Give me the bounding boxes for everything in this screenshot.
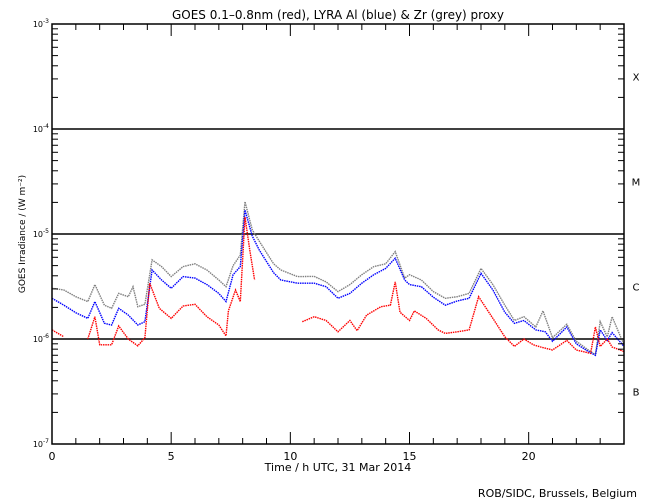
flare-class-label: B (633, 388, 640, 399)
y-tick-label: 10-4 (33, 123, 49, 134)
flare-class-label: M (632, 178, 641, 189)
y-tick-label: 10-7 (33, 438, 49, 449)
series-line (302, 281, 625, 355)
x-tick-label: 20 (522, 450, 536, 463)
y-axis-label: GOES Irradiance / (W m⁻²) (18, 175, 28, 293)
x-tick-label: 5 (168, 450, 175, 463)
y-tick-label: 10-6 (33, 333, 49, 344)
series-line (51, 329, 65, 338)
series-line (51, 201, 625, 356)
flare-class-label: C (633, 283, 640, 294)
data-series (51, 201, 625, 357)
y-tick-label: 10-3 (33, 18, 49, 29)
series-line (87, 216, 256, 347)
y-tick-label: 10-5 (33, 228, 49, 239)
x-axis-label: Time / h UTC, 31 Mar 2014 (264, 461, 412, 474)
chart-title: GOES 0.1–0.8nm (red), LYRA Al (blue) & Z… (172, 8, 504, 22)
x-tick-label: 0 (49, 450, 56, 463)
x-tick-label: 15 (403, 450, 417, 463)
series-line (51, 209, 625, 357)
plot-frame (51, 23, 625, 445)
tick-labels: 10-3 10-4 10-5 10-6 10-70 5 10 15 20 X M C B (33, 18, 640, 463)
flare-class-label: X (633, 73, 640, 84)
credit-text: ROB/SIDC, Brussels, Belgium (478, 487, 637, 500)
x-tick-label: 10 (283, 450, 297, 463)
reference-lines (52, 128, 624, 340)
